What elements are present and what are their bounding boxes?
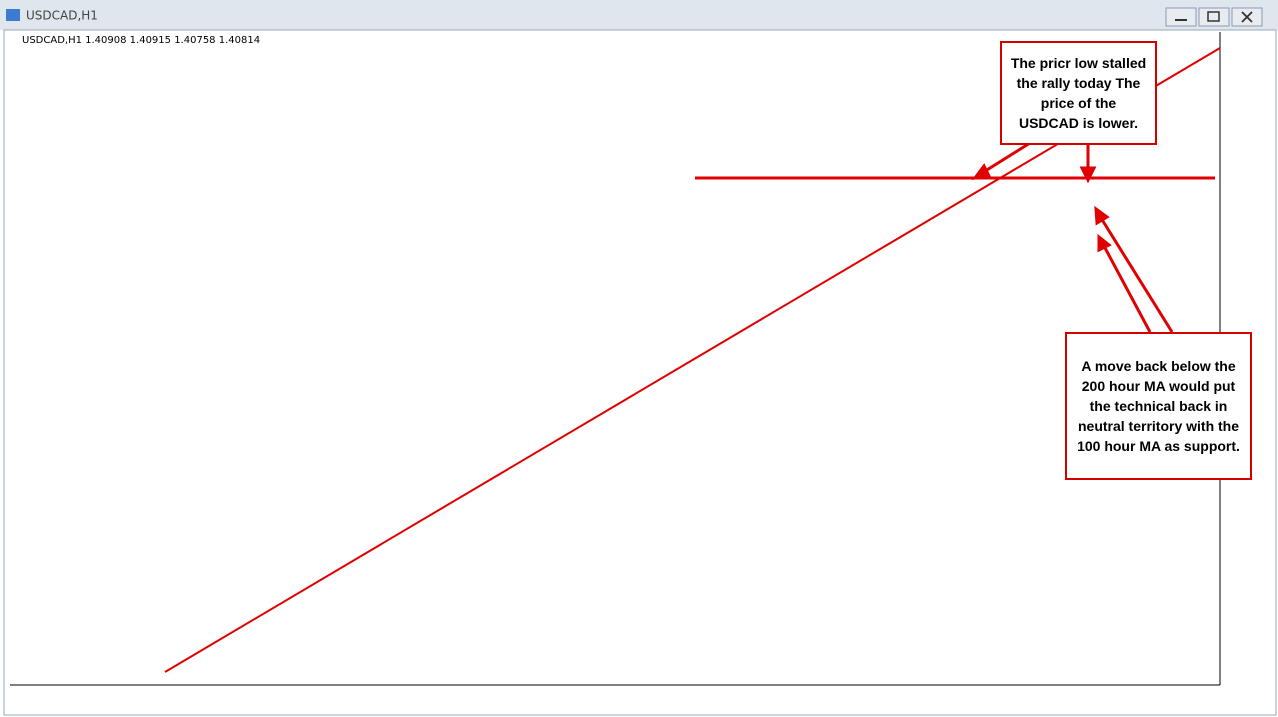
chart-info: USDCAD,H1 1.40908 1.40915 1.40758 1.4081… [22,35,260,46]
minimize-button[interactable] [1165,7,1197,27]
maximize-button[interactable] [1198,7,1230,27]
title-bar [0,0,1278,30]
chart-icon [6,9,20,21]
arrow-head [1097,233,1112,253]
annotation: The pricr low stalled the rally today Th… [1000,41,1157,145]
maximize-icon [1207,11,1220,22]
window-buttons[interactable] [1165,7,1263,27]
trend-line [164,47,1221,673]
arrow [1099,217,1174,333]
close-icon [1241,11,1253,23]
arrow-head [1079,166,1097,184]
arrow [1102,245,1152,333]
annotation: A move back below the 200 hour MA would … [1065,332,1252,480]
arrow-head [1094,205,1110,226]
arrow [981,141,1031,175]
arrow-head [971,163,992,180]
window-title: USDCAD,H1 [26,9,98,23]
arrows [971,141,1174,333]
